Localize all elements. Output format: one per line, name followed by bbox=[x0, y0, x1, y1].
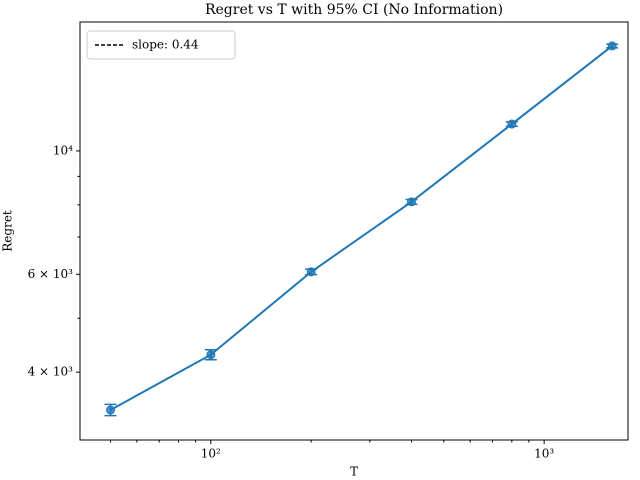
y-axis-label: Regret bbox=[1, 210, 15, 252]
x-axis-label: T bbox=[350, 465, 358, 479]
point bbox=[406, 197, 416, 207]
y-tick-label: 6 × 10³ bbox=[28, 267, 74, 281]
chart-title: Regret vs T with 95% CI (No Information) bbox=[205, 2, 503, 18]
legend-box bbox=[86, 30, 236, 60]
x-tick-label: 10² bbox=[201, 447, 221, 461]
legend-label: slope: 0.44 bbox=[132, 38, 199, 52]
line bbox=[110, 45, 613, 411]
point bbox=[507, 119, 517, 129]
x-tick-label: 10³ bbox=[534, 447, 554, 461]
point bbox=[106, 405, 116, 415]
point bbox=[607, 41, 617, 51]
y-tick-label: 10⁴ bbox=[53, 143, 73, 157]
point bbox=[206, 350, 216, 360]
plot-area bbox=[79, 21, 629, 441]
point bbox=[306, 267, 316, 277]
y-tick-label: 4 × 10³ bbox=[28, 365, 74, 379]
